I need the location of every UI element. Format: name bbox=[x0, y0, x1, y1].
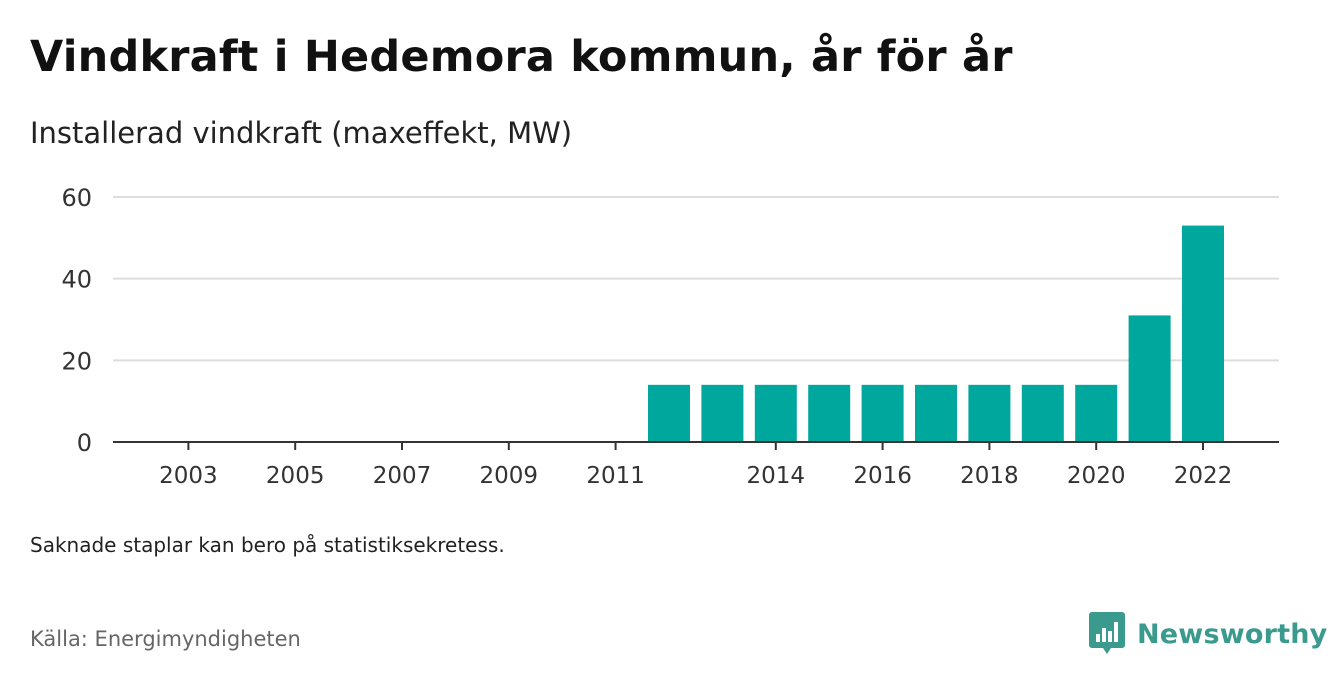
bar-2018 bbox=[968, 384, 1011, 442]
x-tick-label: 2022 bbox=[1174, 463, 1233, 489]
x-tick-label: 2007 bbox=[373, 463, 432, 489]
x-tick-label: 2011 bbox=[586, 463, 645, 489]
x-tick-label: 2009 bbox=[480, 463, 539, 489]
chart-subtitle: Installerad vindkraft (maxeffekt, MW) bbox=[30, 116, 573, 150]
bar-chart: 0 20 40 60 2003 2005 2007 2009 2011 2014 2016 2018 2… bbox=[61, 184, 1279, 489]
bar-2013 bbox=[701, 384, 744, 442]
brand-name: Newsworthy bbox=[1137, 618, 1328, 650]
y-tick-label: 60 bbox=[61, 184, 92, 212]
bar-2020 bbox=[1075, 384, 1118, 442]
newsworthy-logo-icon bbox=[1089, 612, 1125, 654]
footnote: Saknade staplar kan bero på statistiksek… bbox=[30, 533, 505, 557]
x-tick-label: 2014 bbox=[747, 463, 806, 489]
y-tick-label: 20 bbox=[61, 347, 92, 375]
bar-2016 bbox=[861, 384, 904, 442]
bar-2017 bbox=[915, 384, 957, 442]
y-tick-label: 0 bbox=[77, 429, 92, 457]
bar-2012 bbox=[648, 384, 690, 442]
x-tick-label: 2003 bbox=[159, 463, 218, 489]
x-tick-label: 2005 bbox=[266, 463, 325, 489]
source-note: Källa: Energimyndigheten bbox=[30, 627, 301, 651]
bar-2015 bbox=[808, 384, 851, 442]
x-tick-label: 2016 bbox=[853, 463, 912, 489]
x-tick-label: 2020 bbox=[1067, 463, 1126, 489]
x-tick-label: 2018 bbox=[960, 463, 1019, 489]
brand-logo: Newsworthy bbox=[1089, 612, 1327, 656]
y-tick-label: 40 bbox=[61, 266, 92, 294]
chart-title: Vindkraft i Hedemora kommun, år för år bbox=[30, 32, 1013, 82]
bar-2021 bbox=[1128, 315, 1171, 442]
bar-2022 bbox=[1182, 225, 1224, 442]
bar-2014 bbox=[754, 384, 797, 442]
bar-2019 bbox=[1021, 384, 1064, 442]
